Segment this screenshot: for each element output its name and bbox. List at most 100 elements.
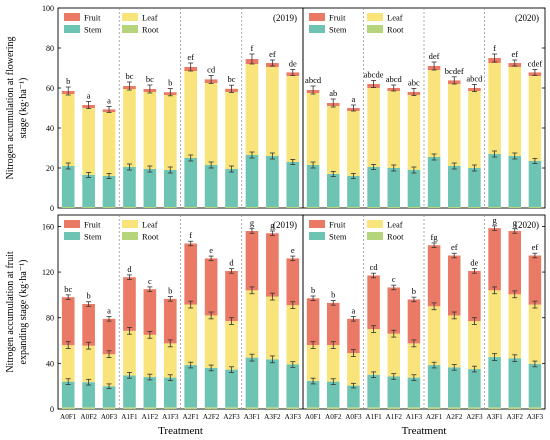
y-tick-label: 40: [46, 359, 54, 368]
bar-root-A2F2: [447, 407, 461, 409]
x-tick-label-A2F1: A2F1: [183, 413, 200, 421]
bar-stem-A1F2: [143, 169, 157, 207]
sig-letter-A0F2: ab: [329, 88, 337, 98]
legend-swatch-leaf: [367, 220, 383, 228]
sig-letter-A3F3: e: [291, 245, 295, 255]
bar-stem-A1F1: [123, 167, 136, 207]
y-tick-label: 40: [46, 124, 54, 133]
bar-stem-A0F3: [347, 385, 360, 408]
sig-letter-A3F3: cdef: [528, 58, 543, 68]
sig-letter-A1F2: bc: [146, 74, 154, 84]
y-tick-label: 0: [50, 405, 54, 414]
sig-letter-A0F1: abcd: [305, 75, 322, 85]
bar-leaf-A2F3: [468, 321, 481, 370]
bar-leaf-A1F1: [367, 329, 380, 375]
bar-stem-A3F3: [528, 363, 542, 408]
bar-leaf-A2F3: [225, 92, 238, 169]
sig-letter-A1F3: abc: [408, 77, 420, 87]
bar-root-A0F2: [82, 407, 95, 409]
sig-letter-A0F3: a: [107, 95, 111, 105]
bar-fruit-A0F3: [102, 318, 116, 355]
bar-stem-A0F3: [102, 386, 116, 408]
bar-root-A2F2: [204, 207, 218, 208]
bar-leaf-A3F1: [488, 63, 501, 154]
bar-root-A2F3: [225, 207, 238, 208]
bar-stem-A2F2: [447, 367, 461, 408]
bar-stem-A0F1: [306, 165, 320, 207]
bar-stem-A1F2: [387, 376, 401, 408]
bar-root-A1F3: [407, 407, 421, 409]
bar-leaf-A2F3: [225, 321, 238, 370]
sig-letter-A0F2: b: [331, 290, 335, 300]
bar-root-A2F1: [184, 407, 198, 409]
bar-fruit-A0F2: [326, 302, 340, 346]
bar-stem-A3F2: [508, 156, 522, 207]
bar-stem-A3F2: [508, 358, 522, 408]
legend-swatch-fruit: [64, 220, 80, 228]
bar-leaf-A0F1: [306, 345, 320, 382]
bar-stem-A1F3: [163, 170, 177, 207]
sig-letter-A2F2: ef: [451, 242, 458, 252]
bar-fruit-A2F3: [468, 270, 481, 322]
bar-stem-A0F1: [61, 381, 75, 408]
sig-letter-A3F2: g: [270, 220, 275, 230]
legend-label-root: Root: [387, 232, 404, 242]
sig-letter-A3F1: g: [250, 218, 255, 228]
bar-stem-A3F3: [286, 364, 300, 408]
bar-stem-A1F1: [367, 167, 380, 207]
bar-root-A2F2: [204, 407, 218, 409]
y-tick-label: 60: [46, 84, 54, 93]
sig-letter-A2F3: abcd: [466, 73, 483, 83]
bar-stem-A0F2: [82, 382, 95, 408]
bar-stem-A2F3: [225, 169, 238, 207]
bar-leaf-A2F1: [427, 70, 441, 157]
x-axis-title-1: Treatment: [402, 425, 447, 437]
bar-root-A3F3: [528, 407, 542, 409]
bar-leaf-A2F2: [204, 315, 218, 368]
bar-fruit-A1F3: [163, 298, 177, 344]
bar-leaf-A3F2: [266, 67, 279, 156]
sig-letter-A2F1: f: [189, 230, 192, 240]
bar-root-A3F2: [508, 407, 522, 409]
legend-label-leaf: Leaf: [142, 13, 158, 23]
x-tick-label-A1F3: A1F3: [406, 413, 423, 421]
bar-leaf-A0F3: [347, 353, 360, 386]
legend-label-leaf: Leaf: [387, 13, 403, 23]
legend-label-root: Root: [142, 232, 159, 242]
bar-stem-A2F2: [204, 165, 218, 207]
bar-stem-A2F2: [447, 166, 461, 207]
x-tick-label-A3F2: A3F2: [507, 413, 524, 421]
bar-root-A0F3: [102, 407, 116, 409]
bar-root-A1F2: [143, 407, 157, 409]
bar-root-A1F2: [143, 207, 157, 208]
bar-root-A2F2: [447, 207, 461, 208]
bar-leaf-A3F2: [266, 296, 279, 360]
x-tick-label-A0F1: A0F1: [305, 413, 322, 421]
legend-label-root: Root: [142, 25, 159, 35]
legend-label-stem: Stem: [84, 232, 102, 242]
bar-fruit-A1F1: [123, 277, 136, 331]
sig-letter-A1F1: abcde: [364, 69, 384, 79]
bar-stem-A1F2: [143, 377, 157, 408]
ylabel-row1-line2: expanding stage (kg·ha⁻¹): [18, 260, 29, 365]
bar-leaf-A0F2: [82, 108, 95, 175]
bar-stem-A0F1: [61, 166, 75, 207]
bar-root-A1F3: [407, 207, 421, 208]
bar-stem-A0F3: [347, 176, 360, 207]
x-tick-label-A2F2: A2F2: [203, 413, 220, 421]
sig-letter-A3F2: g: [513, 218, 518, 228]
bar-stem-A2F1: [184, 158, 198, 207]
bar-root-A1F2: [387, 407, 401, 409]
bar-root-A1F3: [163, 407, 177, 409]
bar-leaf-A2F2: [447, 84, 461, 166]
bar-stem-A3F2: [266, 156, 279, 207]
sig-letter-A2F2: e: [209, 245, 213, 255]
bar-stem-A3F1: [488, 357, 501, 408]
bar-stem-A3F2: [266, 359, 279, 408]
bar-root-A2F3: [468, 207, 481, 208]
legend-swatch-root: [367, 232, 383, 240]
bar-stem-A0F2: [82, 175, 95, 207]
bar-leaf-A0F1: [61, 94, 75, 166]
legend-swatch-stem: [64, 25, 80, 33]
sig-letter-A3F2: ef: [511, 49, 518, 59]
